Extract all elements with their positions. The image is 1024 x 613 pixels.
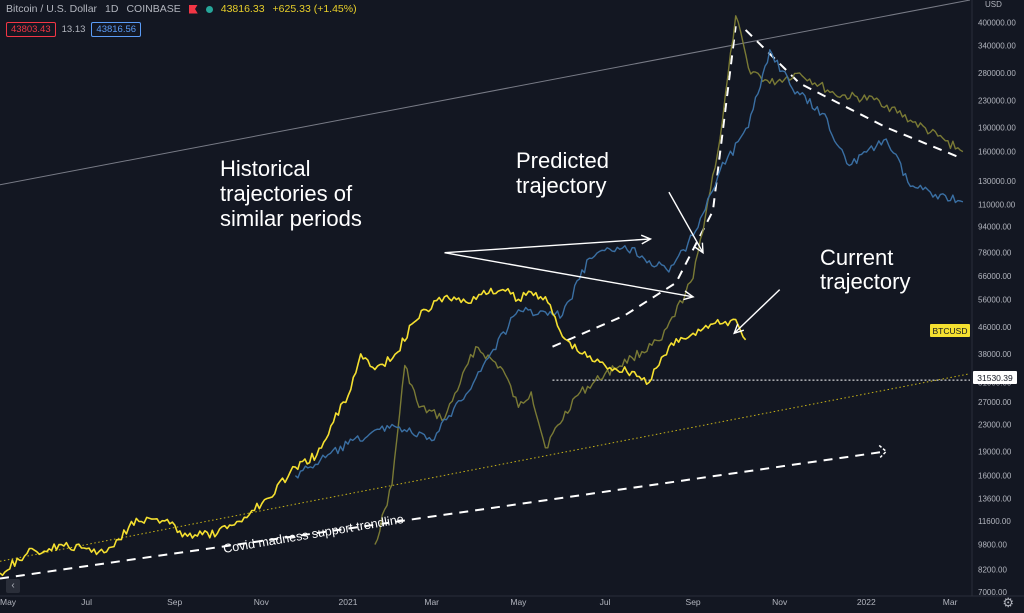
btcusd-tag-bg bbox=[930, 324, 970, 337]
price-change: +625.33 (+1.45%) bbox=[272, 3, 357, 15]
x-tick-label: Nov bbox=[772, 597, 788, 607]
sell-button[interactable]: 43803.43 bbox=[6, 22, 56, 37]
symbol-header: Bitcoin / U.S. Dollar 1D COINBASE 43816.… bbox=[6, 3, 357, 15]
y-tick-label: 340000.00 bbox=[978, 42, 1016, 51]
y-tick-label: 160000.00 bbox=[978, 148, 1016, 157]
current-label: Current trajectory bbox=[820, 245, 910, 294]
btcusd-price-tag: BTCUSD bbox=[930, 324, 970, 337]
annotation-arrowhead bbox=[640, 234, 653, 245]
symbol-name[interactable]: Bitcoin / U.S. Dollar bbox=[6, 3, 98, 15]
y-tick-label: 9800.00 bbox=[978, 541, 1007, 550]
x-tick-label: Nov bbox=[254, 597, 270, 607]
annotation-arrow-line bbox=[444, 238, 651, 254]
historical-label: Historical trajectories of similar perio… bbox=[220, 156, 362, 231]
predicted-label-line2: trajectory bbox=[516, 173, 606, 198]
annotation-arrowhead bbox=[683, 290, 695, 301]
historical-label-line1: Historical bbox=[220, 156, 310, 181]
annotation-arrow-line bbox=[668, 191, 704, 254]
x-tick-label: May bbox=[0, 597, 17, 607]
series-group bbox=[0, 15, 964, 577]
support-guide-line bbox=[0, 450, 887, 580]
x-tick-label: Sep bbox=[686, 597, 701, 607]
collapse-icon[interactable]: ‹ bbox=[6, 579, 20, 593]
x-tick-label: Sep bbox=[167, 597, 182, 607]
settings-icon[interactable]: ⚙ bbox=[1002, 595, 1014, 610]
predicted-label-line1: Predicted bbox=[516, 148, 609, 173]
x-tick-label: 2021 bbox=[339, 597, 358, 607]
y-tick-label: 27000.00 bbox=[978, 398, 1012, 407]
level-tag-bg bbox=[973, 371, 1017, 384]
y-tick-label: 13600.00 bbox=[978, 495, 1012, 504]
annotation-arrow-line bbox=[733, 289, 781, 334]
y-tick-label: 19000.00 bbox=[978, 447, 1012, 456]
upper-guide-line bbox=[0, 0, 971, 186]
x-tick-label: Mar bbox=[943, 597, 958, 607]
x-tick-label: Jul bbox=[600, 597, 611, 607]
time-axis[interactable]: May Jul Sep Nov 2021 Mar May Jul Sep Nov 2022 Mar bbox=[0, 597, 958, 607]
y-tick-label: 23000.00 bbox=[978, 421, 1012, 430]
predicted-label: Predicted trajectory bbox=[516, 148, 609, 198]
hist_olive-series-line bbox=[374, 15, 964, 545]
y-tick-label: 16000.00 bbox=[978, 472, 1012, 481]
y-tick-label: 130000.00 bbox=[978, 177, 1016, 186]
btcusd-tag-text: BTCUSD bbox=[933, 326, 968, 336]
exchange: COINBASE bbox=[126, 3, 181, 15]
y-tick-label: 56000.00 bbox=[978, 295, 1012, 304]
buy-button[interactable]: 43816.56 bbox=[91, 22, 142, 37]
x-tick-label: Mar bbox=[424, 597, 439, 607]
current-label-line2: trajectory bbox=[820, 269, 910, 294]
y-tick-label: 46000.00 bbox=[978, 323, 1012, 332]
level-tag-text: 31530.39 bbox=[977, 373, 1013, 383]
annotation-arrowhead bbox=[694, 242, 704, 255]
y-tick-label: 78000.00 bbox=[978, 249, 1012, 258]
y-tick-label: 190000.00 bbox=[978, 123, 1016, 132]
y-tick-label: 94000.00 bbox=[978, 223, 1012, 232]
y-tick-label: 230000.00 bbox=[978, 97, 1016, 106]
current-series-line bbox=[0, 287, 747, 577]
historical-label-line2: trajectories of bbox=[220, 181, 353, 206]
prediction-guide-line bbox=[552, 26, 737, 348]
annotation-arrowhead bbox=[733, 323, 745, 335]
historical-label-line3: similar periods bbox=[220, 206, 362, 231]
current-label-line1: Current bbox=[820, 245, 893, 270]
y-tick-label: 110000.00 bbox=[978, 200, 1016, 209]
x-tick-label: Jul bbox=[81, 597, 92, 607]
annotation-arrows bbox=[444, 191, 781, 335]
y-tick-label: 7000.00 bbox=[978, 588, 1007, 597]
y-tick-label: 400000.00 bbox=[978, 19, 1016, 28]
y-tick-label: 11600.00 bbox=[978, 517, 1011, 526]
support-arrowhead bbox=[878, 444, 888, 458]
flag-icon[interactable] bbox=[188, 4, 198, 14]
y-tick-label: 280000.00 bbox=[978, 69, 1016, 78]
dotted-trend-guide-line bbox=[0, 373, 971, 562]
y-tick-label: 8200.00 bbox=[978, 566, 1007, 575]
axis-currency: USD bbox=[985, 0, 1002, 9]
market-open-icon bbox=[205, 5, 213, 13]
hist_blue-series-line bbox=[294, 49, 964, 479]
annotation-arrow-line bbox=[444, 252, 694, 298]
interval[interactable]: 1D bbox=[105, 3, 119, 15]
x-tick-label: May bbox=[510, 597, 527, 607]
x-tick-label: 2022 bbox=[857, 597, 876, 607]
last-price: 43816.33 bbox=[220, 3, 265, 15]
spread-value: 13.13 bbox=[61, 24, 86, 35]
support-trendline-label: Covid madness support trendline bbox=[222, 512, 405, 556]
y-tick-label: 66000.00 bbox=[978, 272, 1012, 281]
y-tick-label: 38000.00 bbox=[978, 350, 1012, 359]
bid-ask-row: 43803.43 13.13 43816.56 bbox=[6, 22, 142, 37]
level-price-tag: 31530.39 bbox=[973, 371, 1017, 384]
price-axis[interactable]: 400000.00 340000.00 280000.00 230000.00 1900… bbox=[978, 19, 1016, 597]
